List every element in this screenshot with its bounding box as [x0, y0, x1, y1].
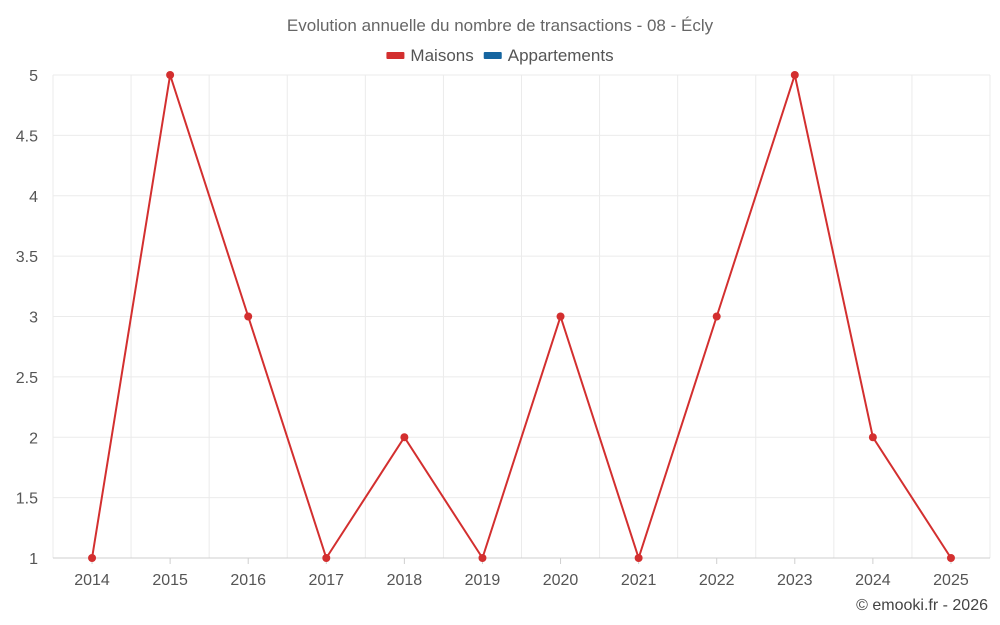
data-point[interactable] [946, 554, 955, 562]
x-tick-label: 2019 [465, 572, 501, 589]
data-point[interactable] [478, 554, 487, 562]
x-tick-label: 2020 [543, 572, 579, 589]
credit-label: © emooki.fr - 2026 [856, 597, 988, 614]
x-gridlines [52, 75, 991, 558]
legend-label: Appartements [508, 46, 614, 65]
x-tick-label: 2023 [777, 572, 813, 589]
legend-item-maisons[interactable]: Maisons [386, 46, 474, 65]
data-point[interactable] [166, 71, 175, 79]
x-tick-label: 2022 [699, 572, 735, 589]
y-tick-label: 4.5 [16, 128, 38, 145]
y-tick-label: 3 [29, 310, 38, 327]
legend-swatch [483, 52, 502, 59]
x-tick-label: 2024 [855, 572, 891, 589]
legend-label: Maisons [410, 46, 473, 65]
y-tick-label: 4 [29, 189, 38, 206]
y-tick-label: 2.5 [16, 370, 38, 387]
data-point[interactable] [634, 554, 643, 562]
y-tick-label: 1.5 [16, 491, 38, 508]
x-tick-label: 2017 [308, 572, 344, 589]
legend-item-appartements[interactable]: Appartements [483, 46, 614, 65]
series-maisons [88, 71, 955, 562]
data-point[interactable] [790, 71, 799, 79]
x-tick-label: 2016 [230, 572, 266, 589]
data-point[interactable] [400, 433, 409, 442]
y-tick-label: 3.5 [16, 249, 38, 266]
y-tick-label: 2 [29, 430, 38, 447]
data-point[interactable] [556, 312, 565, 321]
chart-title: Evolution annuelle du nombre de transact… [287, 16, 714, 35]
x-tick-label: 2014 [74, 572, 110, 589]
x-tick-label: 2018 [387, 572, 423, 589]
data-point[interactable] [868, 433, 877, 442]
series-layer [88, 71, 955, 562]
y-tick-label: 5 [29, 68, 38, 85]
x-tick-label: 2021 [621, 572, 657, 589]
y-axis: 1 1.5 2 2.5 3 3.5 4 4.5 5 [16, 68, 38, 568]
series-line [91, 71, 952, 562]
data-point[interactable] [244, 312, 253, 321]
y-tick-label: 1 [29, 551, 38, 568]
x-tick-label: 2025 [933, 572, 969, 589]
legend-swatch [386, 52, 405, 59]
data-point[interactable] [712, 312, 721, 321]
x-tick-label: 2015 [152, 572, 188, 589]
legend: Maisons Appartements [386, 46, 614, 65]
data-point[interactable] [88, 554, 97, 562]
x-axis: 2014 2015 2016 2017 2018 2019 2020 2021 2022 2023… [53, 557, 990, 589]
data-point[interactable] [322, 554, 331, 562]
